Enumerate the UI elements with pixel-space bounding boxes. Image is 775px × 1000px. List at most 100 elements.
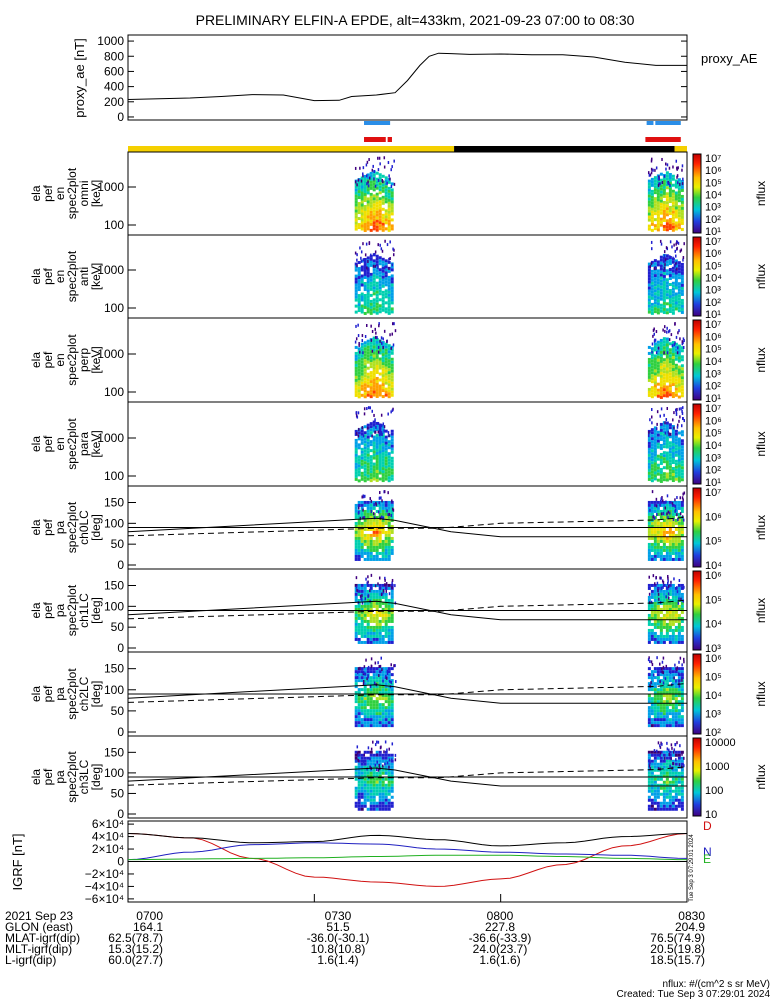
- spectrogram-speckle: [378, 324, 380, 328]
- spectrogram-cell: [650, 440, 654, 444]
- spectrogram-cell: [372, 613, 376, 617]
- spectrogram-cell: [381, 374, 385, 378]
- panel-ylabel-line: spec2plot: [65, 167, 79, 219]
- spectrogram-cell: [671, 344, 675, 348]
- ae-line: [127, 52, 687, 102]
- panel-ylabel-line: [deg]: [89, 681, 103, 708]
- spectrogram-cell: [354, 527, 358, 531]
- spectrogram-cell: [378, 536, 382, 540]
- spectrogram-cell: [366, 512, 370, 516]
- spectrogram-cell: [363, 721, 367, 725]
- spectrogram-cell: [659, 533, 663, 537]
- spectrogram-cell: [354, 619, 358, 623]
- spectrogram-cell: [375, 198, 379, 202]
- spectrogram-cell: [357, 503, 361, 507]
- anti-loss-cone-line: [127, 516, 688, 537]
- spectrogram-cell: [366, 542, 370, 546]
- spectrogram-cell: [674, 342, 678, 346]
- spectrogram-cell: [384, 345, 388, 349]
- spectrogram-cell: [677, 377, 681, 381]
- spectrogram-cell: [656, 604, 660, 608]
- spectrogram-cell: [650, 807, 654, 811]
- spectrogram-cell: [384, 191, 388, 195]
- spectrogram-speckle: [380, 247, 383, 251]
- spectrogram-cell: [369, 228, 373, 232]
- spectrogram-cell: [647, 375, 651, 379]
- spectrogram-cell: [650, 718, 654, 722]
- panel-ytick-label: 1000: [97, 431, 124, 445]
- spectrogram-speckle: [380, 496, 382, 500]
- spectrogram-cell: [375, 545, 379, 549]
- spectrogram-cell: [363, 392, 367, 396]
- spectrogram-cell: [671, 204, 675, 208]
- spectrogram-cell: [360, 631, 364, 635]
- colorbar-label: nflux: [754, 264, 768, 289]
- spectrogram-cell: [360, 375, 364, 379]
- spectrogram-speckle: [672, 418, 674, 422]
- spectrogram-cell: [360, 191, 364, 195]
- spectrogram-cell: [369, 305, 373, 309]
- spectrogram-cell: [659, 341, 663, 345]
- spectrogram-cell: [381, 437, 385, 441]
- spectrogram-cell: [375, 308, 379, 312]
- spectrogram-speckle: [366, 407, 368, 411]
- spectrogram-cell: [381, 521, 385, 525]
- spectrogram-cell: [677, 586, 681, 590]
- spectrogram-speckle: [652, 673, 655, 677]
- spectrogram-cell: [677, 518, 681, 522]
- spectrogram-cell: [680, 616, 684, 620]
- spectrogram-cell: [659, 694, 663, 698]
- spectrogram-speckle: [359, 516, 362, 520]
- spectrogram-cell: [665, 346, 669, 350]
- spectrogram-cell: [656, 287, 660, 291]
- spectrogram-cell: [354, 706, 358, 710]
- spectrogram-cell: [372, 756, 376, 760]
- spectrogram-cell: [653, 453, 657, 457]
- panel-ylabel-line: ela: [29, 185, 43, 201]
- spectrogram-cell: [369, 219, 373, 223]
- spectrogram-cell: [647, 262, 651, 266]
- spectrogram-cell: [677, 449, 681, 453]
- spectrogram-cell: [357, 586, 361, 590]
- igrf-ytick-label: −6×10⁴: [85, 892, 124, 906]
- spectrogram-cell: [387, 634, 391, 638]
- spectrogram-speckle: [668, 166, 671, 170]
- spectrogram-cell: [384, 807, 388, 811]
- spectrogram-cell: [384, 798, 388, 802]
- spectrogram-cell: [653, 616, 657, 620]
- spectrogram-speckle: [664, 506, 667, 510]
- spectrogram-cell: [375, 804, 379, 808]
- spectrogram-cell: [662, 224, 666, 228]
- spectrogram-cell: [375, 451, 379, 455]
- spectrogram-cell: [665, 478, 669, 482]
- spectrogram-cell: [665, 771, 669, 775]
- spectrogram-cell: [680, 463, 684, 467]
- spectrogram-cell: [662, 607, 666, 611]
- spectrogram-cell: [375, 466, 379, 470]
- spectrogram-cell: [647, 637, 651, 641]
- spectrogram-cell: [662, 673, 666, 677]
- spectrogram-cell: [375, 195, 379, 199]
- spectrogram-speckle: [382, 346, 384, 350]
- spectrogram-cell: [674, 697, 678, 701]
- spectrogram-cell: [665, 207, 669, 211]
- spectrogram-speckle: [362, 166, 365, 170]
- spectrogram-cell: [677, 688, 681, 692]
- spectrogram-cell: [390, 625, 394, 629]
- spectrogram-cell: [662, 182, 666, 186]
- spectrogram-cell: [656, 228, 660, 232]
- spectrogram-cell: [668, 289, 672, 293]
- spectrogram-cell: [387, 380, 391, 384]
- spectrogram-cell: [357, 359, 361, 363]
- spectrogram-cell: [674, 357, 678, 361]
- spectrogram-cell: [366, 221, 370, 225]
- spectrogram-cell: [659, 371, 663, 375]
- spectrogram-speckle: [676, 667, 678, 671]
- spectrogram-cell: [375, 346, 379, 350]
- spectrogram-speckle: [666, 163, 669, 167]
- spectrogram-cell: [656, 706, 660, 710]
- spectrogram-cell: [671, 634, 675, 638]
- spectrogram-cell: [357, 282, 361, 286]
- spectrogram-cell: [387, 216, 391, 220]
- spectrogram-cell: [387, 616, 391, 620]
